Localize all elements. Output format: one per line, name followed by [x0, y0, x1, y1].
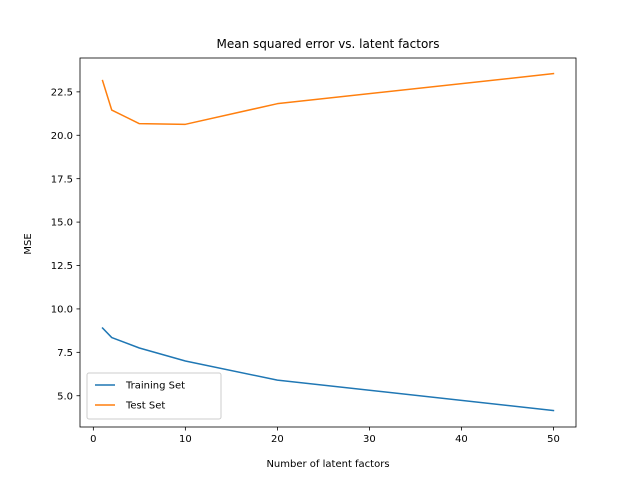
y-tick-label: 15.0: [51, 218, 73, 229]
y-tick-label: 22.5: [51, 87, 73, 98]
legend: Training Set Test Set: [86, 372, 222, 420]
x-tick-label: 10: [179, 434, 192, 445]
chart-title: Mean squared error vs. latent factors: [217, 37, 440, 51]
x-tick-label: 30: [363, 434, 376, 445]
x-axis-label: Number of latent factors: [266, 459, 389, 470]
x-tick-label: 0: [90, 434, 96, 445]
plot-area: 0 10 20 30 40 50 5.0 7.5 10.0 12.5 15.0 17.5 20.0 22.…: [51, 57, 577, 445]
y-tick-label: 7.5: [57, 348, 73, 359]
axes-frame: [79, 57, 577, 428]
y-axis-label: MSE: [23, 233, 34, 254]
x-tick-label: 20: [271, 434, 284, 445]
legend-label-1: Training Set: [125, 381, 185, 392]
y-tick-label: 5.0: [57, 391, 73, 402]
legend-label-2: Test Set: [125, 401, 165, 412]
y-tick-label: 20.0: [51, 131, 73, 142]
y-tick-label: 10.0: [51, 305, 73, 316]
legend-box: [86, 372, 222, 420]
y-tick-label: 17.5: [51, 174, 73, 185]
x-tick-label: 40: [455, 434, 468, 445]
y-tick-label: 12.5: [51, 261, 73, 272]
series-line-2: [101, 72, 555, 126]
x-tick-label: 50: [547, 434, 560, 445]
series-line-1: [101, 326, 555, 412]
